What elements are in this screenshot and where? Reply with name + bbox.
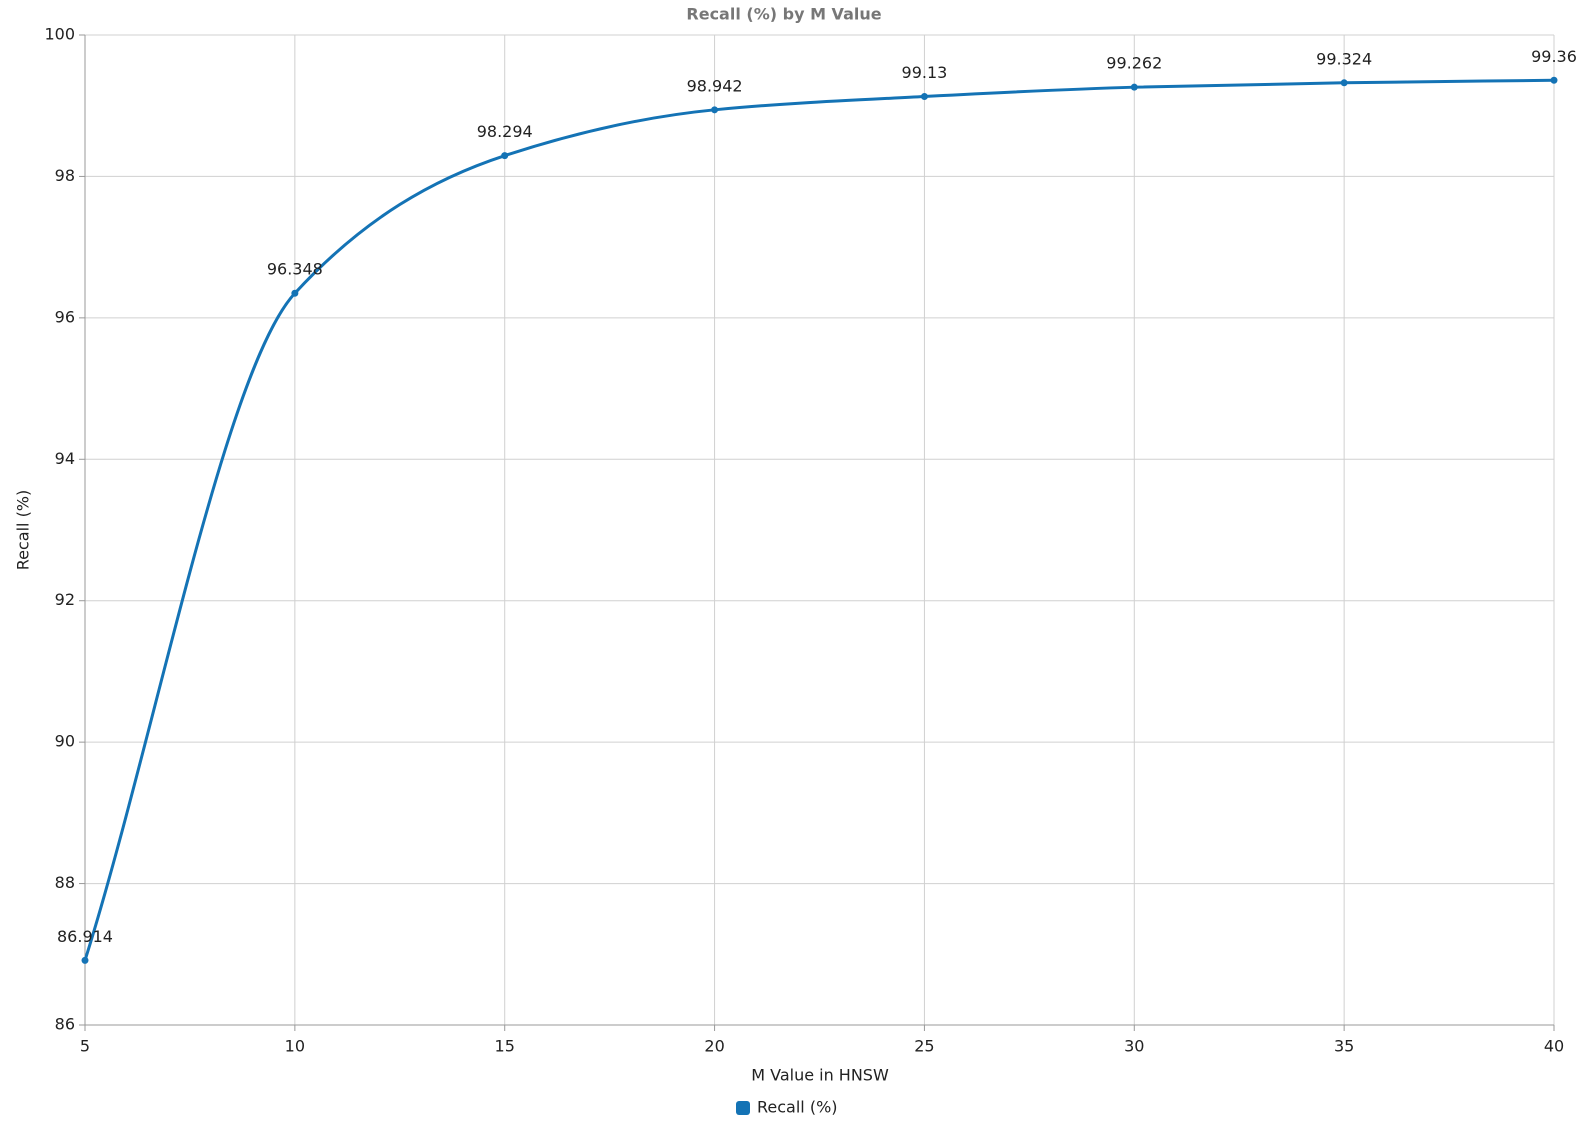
legend-swatch — [736, 1101, 750, 1115]
y-tick-label: 96 — [55, 307, 75, 326]
x-tick-label: 30 — [1124, 1037, 1144, 1056]
y-tick-label: 86 — [55, 1015, 75, 1034]
y-tick-label: 88 — [55, 873, 75, 892]
line — [83, 78, 1555, 961]
data-label: 99.262 — [1106, 54, 1162, 73]
data-label: 99.13 — [902, 63, 948, 82]
x-axis-label: M Value in HNSW — [751, 1066, 889, 1085]
data-label: 99.324 — [1316, 49, 1372, 68]
y-tick-label: 90 — [55, 732, 75, 751]
x-tick-label: 15 — [495, 1037, 515, 1056]
x-tick-label: 5 — [80, 1037, 90, 1056]
data-label: 98.942 — [687, 76, 743, 95]
x-tick-label: 20 — [704, 1037, 724, 1056]
point — [711, 106, 719, 114]
x-tick-label: 25 — [914, 1037, 934, 1056]
y-tick-label: 98 — [55, 166, 75, 185]
data-label: 96.348 — [267, 260, 323, 279]
point — [920, 93, 928, 101]
y-tick-label: 100 — [44, 25, 75, 44]
x-tick-label: 35 — [1334, 1037, 1354, 1056]
chart-title: Recall (%) by M Value — [686, 5, 881, 24]
data-label: 99.36 — [1531, 47, 1577, 66]
legend-label: Recall (%) — [757, 1098, 838, 1117]
y-axis-label: Recall (%) — [14, 490, 33, 571]
data-label: 98.294 — [477, 122, 533, 141]
point — [1130, 83, 1138, 91]
point — [1550, 76, 1558, 84]
point — [501, 152, 509, 160]
x-tick-label: 40 — [1544, 1037, 1564, 1056]
y-tick-label: 92 — [55, 590, 75, 609]
data-label: 86.914 — [57, 927, 113, 946]
x-tick-label: 10 — [285, 1037, 305, 1056]
point — [291, 289, 299, 297]
y-tick-label: 94 — [55, 449, 75, 468]
point — [1340, 79, 1348, 87]
point — [81, 956, 89, 964]
